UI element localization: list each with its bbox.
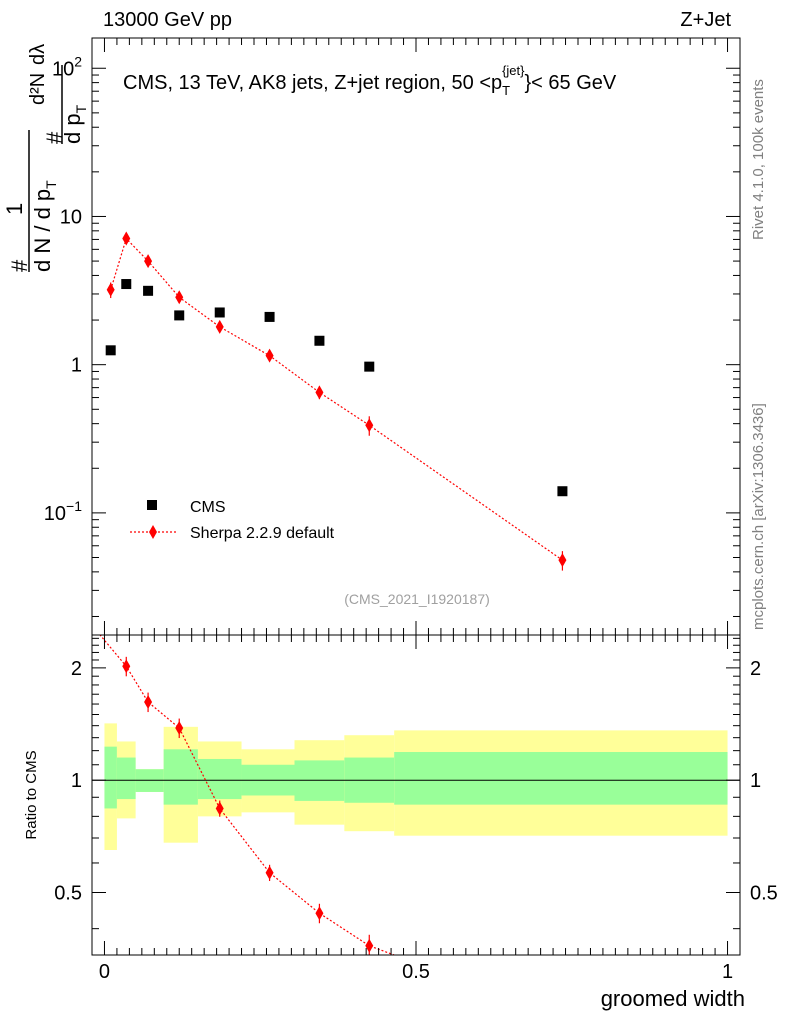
sherpa-marker	[315, 385, 324, 400]
ylabel-hash2: #	[42, 131, 67, 144]
ratio-sherpa-marker	[315, 906, 324, 921]
ylabel-dlambda: dλ	[27, 44, 49, 65]
chart-title-sub: T	[502, 83, 510, 98]
cms-marker	[105, 345, 116, 356]
chart-title-suffix: }< 65 GeV	[525, 72, 617, 94]
legend-cms-label: CMS	[190, 499, 226, 516]
ratio-ytick-label-right: 2	[750, 658, 761, 680]
ratio-frame	[91, 634, 741, 956]
ylabel-den-text: d N / d p	[30, 189, 55, 272]
cms-marker	[557, 486, 568, 497]
ratio-band-inner	[116, 757, 136, 800]
cms-marker	[174, 310, 185, 321]
cms-marker	[121, 279, 132, 290]
legend-cms-marker	[147, 500, 157, 510]
sherpa-marker	[365, 418, 374, 433]
xtick-label: 0.5	[402, 961, 430, 983]
sherpa-marker	[265, 348, 274, 363]
main-ytick-base: 10	[44, 503, 66, 525]
main-ytick-base: 10	[60, 206, 82, 228]
chart-title-prefix: CMS, 13 TeV, AK8 jets, Z+jet region, 50 …	[123, 72, 502, 94]
ratio-band-inner	[163, 749, 198, 805]
xlabel: groomed width	[601, 986, 745, 1011]
main-ylabel: # 1 d N / d pT # d pT d²N dλ	[2, 44, 89, 272]
sherpa-marker	[215, 319, 224, 334]
ratio-sherpa-marker	[265, 865, 274, 880]
ylabel-dp-sub: T	[73, 104, 89, 113]
legend-sherpa-label: Sherpa 2.2.9 default	[190, 525, 335, 542]
ylabel-d2n: d²N	[27, 73, 49, 105]
xtick-label: 0	[99, 961, 110, 983]
chart-title: CMS, 13 TeV, AK8 jets, Z+jet region, 50 …	[123, 63, 617, 98]
ratio-band-inner	[104, 746, 117, 809]
ylabel-dp: d pT	[60, 104, 89, 144]
cms-marker	[314, 335, 325, 346]
header-right-label: Z+Jet	[680, 9, 731, 31]
cms-marker	[264, 311, 275, 322]
main-ytick-base: 1	[71, 355, 82, 377]
ratio-sherpa-marker	[215, 801, 224, 816]
ratio-ytick-label-right: 1	[750, 770, 761, 792]
cms-marker	[214, 307, 225, 318]
xtick-label: 1	[722, 961, 733, 983]
main-ytick-label: 10	[60, 206, 82, 228]
ratio-sherpa-marker	[175, 721, 184, 736]
mcplots-label: mcplots.cern.ch [arXiv:1306.3436]	[750, 403, 767, 630]
sherpa-marker	[106, 282, 115, 297]
main-frame	[91, 37, 741, 636]
header-left-label: 13000 GeV pp	[103, 9, 232, 31]
main-ytick-base: 10	[52, 58, 74, 80]
ratio-ytick-label-right: 0.5	[750, 883, 778, 905]
cms-marker	[143, 285, 154, 296]
analysis-id: (CMS_2021_I1920187)	[344, 591, 490, 607]
main-plot-area	[105, 231, 568, 571]
ratio-sherpa-marker	[144, 695, 153, 710]
ratio-ytick-label-left: 0.5	[54, 883, 82, 905]
sherpa-marker	[122, 231, 131, 246]
ratio-band-inner	[394, 752, 728, 805]
sherpa-line	[110, 237, 563, 561]
chart-title-sup: {jet}	[502, 63, 525, 78]
legend: CMS Sherpa 2.2.9 default	[130, 499, 335, 542]
main-ytick-exp: 2	[74, 53, 82, 69]
ylabel-den-sub: T	[43, 180, 59, 189]
sherpa-marker	[558, 553, 567, 568]
ylabel-dp-text: d p	[60, 113, 85, 144]
ylabel-one: 1	[2, 203, 27, 215]
ratio-sherpa-marker	[365, 938, 374, 953]
ratio-sherpa-marker	[122, 659, 131, 674]
main-ytick-exp: −1	[66, 498, 82, 514]
ratio-ytick-label-left: 2	[71, 658, 82, 680]
rivet-label: Rivet 4.1.0, 100k events	[750, 79, 767, 240]
legend-sherpa-marker	[149, 525, 157, 539]
ratio-ticks: 0.5 0.5 1 1 2 2 0 0.5 1	[54, 635, 778, 983]
cms-marker	[364, 361, 375, 372]
ratio-plot-area	[92, 635, 740, 955]
sherpa-marker	[175, 290, 184, 305]
main-ytick-label: 10−1	[44, 498, 82, 525]
ratio-ylabel: Ratio to CMS	[23, 750, 40, 839]
main-ytick-label: 1	[71, 355, 82, 377]
sherpa-marker	[144, 254, 153, 269]
ratio-ytick-label-left: 1	[71, 770, 82, 792]
ylabel-den: d N / d pT	[30, 180, 59, 272]
main-ytick-label: 102	[52, 53, 82, 80]
ylabel-hash: #	[7, 259, 32, 272]
ratio-panel: 0.5 0.5 1 1 2 2 0 0.5 1 Ratio to CMS groomed wid…	[23, 634, 778, 1011]
